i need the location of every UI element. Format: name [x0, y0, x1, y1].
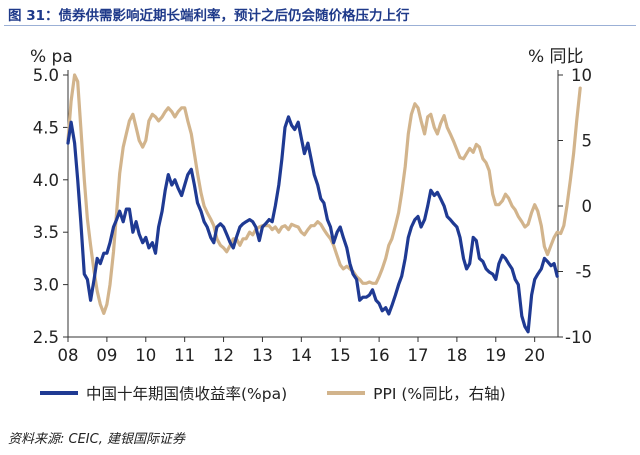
x-tick-label: 11 — [174, 346, 195, 365]
series-line-cgb-yield — [66, 115, 559, 334]
x-tick-label: 16 — [369, 346, 390, 365]
x-tick-label: 20 — [524, 346, 545, 365]
left-tick-label: 4.5 — [33, 118, 59, 137]
x-tick-label: 10 — [135, 346, 156, 365]
x-tick-label: 19 — [485, 346, 506, 365]
line-chart: % pa % 同比 2.5 3.0 3.5 4.0 4.5 5.0 -10 -5 0 5 10 08 09 1… — [30, 47, 593, 365]
x-tick-label: 09 — [96, 346, 117, 365]
title-divider — [4, 25, 636, 26]
legend-label-ppi: PPI (%同比，右轴) — [373, 385, 506, 403]
x-tick-label: 08 — [58, 346, 79, 365]
legend-item-ppi[interactable]: PPI (%同比，右轴) — [327, 382, 506, 404]
legend-label-cgb: 中国十年期国债收益率(%pa) — [86, 385, 288, 403]
source-note: 资料来源: CEIC, 建银国际证券 — [8, 432, 185, 447]
x-tick-label: 13 — [252, 346, 273, 365]
x-tick-label: 17 — [408, 346, 429, 365]
chart-title: 图 31：债券供需影响近期长端利率，预计之后仍会随价格压力上行 — [8, 8, 410, 24]
left-tick-label: 2.5 — [33, 328, 59, 347]
right-tick-label: 0 — [582, 197, 593, 216]
legend-swatch-cgb — [40, 391, 78, 395]
x-tick-label: 14 — [291, 346, 312, 365]
left-tick-label: 3.0 — [33, 276, 59, 295]
left-axis-unit-label: % pa — [30, 47, 73, 67]
chart-legend: 中国十年期国债收益率(%pa) PPI (%同比，右轴) — [40, 382, 546, 404]
left-tick-label: 3.5 — [33, 223, 59, 242]
x-tick-label: 18 — [446, 346, 467, 365]
right-tick-label: 10 — [571, 66, 592, 85]
left-tick-label: 5.0 — [33, 66, 59, 85]
series-line-ppi — [66, 73, 582, 315]
legend-item-cgb[interactable]: 中国十年期国债收益率(%pa) — [40, 382, 287, 404]
right-tick-label: 5 — [582, 132, 593, 151]
right-tick-label: -5 — [576, 263, 592, 282]
x-tick-label: 15 — [330, 346, 351, 365]
legend-swatch-ppi — [327, 391, 366, 395]
right-axis-unit-label: % 同比 — [528, 47, 584, 67]
left-tick-label: 4.0 — [33, 171, 59, 190]
right-tick-label: -10 — [565, 328, 592, 347]
x-tick-label: 12 — [213, 346, 234, 365]
